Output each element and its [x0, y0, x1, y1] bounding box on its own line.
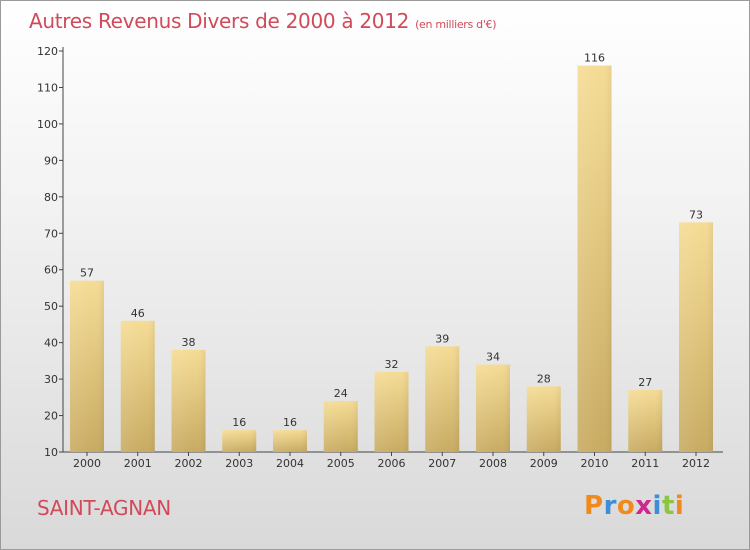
x-tick-label: 2008	[479, 457, 507, 470]
bar-shade	[70, 280, 104, 452]
data-label: 16	[283, 416, 297, 429]
data-label: 24	[334, 387, 348, 400]
value-labels: 57 46 38 16 16 24 32 39 34 28 116 27 73	[80, 52, 703, 430]
x-tick-label: 2001	[124, 457, 152, 470]
data-label: 116	[584, 52, 605, 65]
bar-shade	[526, 386, 561, 452]
x-tick-label: 2007	[428, 457, 456, 470]
data-label: 57	[80, 267, 94, 280]
y-tick-label: 90	[44, 154, 58, 167]
bar-chart: 10 20 30 40 50 60 70 80 90 100 110 120 2000 2001 2002 2…	[37, 45, 723, 470]
bar-shade	[577, 65, 612, 452]
bar-shade	[273, 430, 307, 452]
bar-shade	[171, 349, 206, 452]
y-tick-label: 80	[44, 191, 58, 204]
y-tick-label: 100	[37, 118, 58, 131]
y-tick-label: 10	[44, 446, 58, 459]
chart-title: Autres Revenus Divers de 2000 à 2012 (en …	[29, 9, 497, 33]
x-tick-label: 2012	[682, 457, 710, 470]
x-tick-label: 2004	[276, 457, 304, 470]
data-label: 34	[486, 351, 500, 364]
logo-letter: i	[674, 491, 685, 521]
data-label: 73	[689, 208, 703, 221]
data-label: 46	[131, 307, 145, 320]
x-tick-label: 2000	[73, 457, 101, 470]
bar-shade	[679, 222, 713, 452]
logo-letter: t	[661, 491, 675, 521]
y-tick-label: 40	[44, 337, 58, 350]
bar-shade	[628, 390, 663, 452]
bar-shade	[425, 346, 460, 452]
y-tick-label: 30	[44, 373, 58, 386]
x-tick-label: 2003	[225, 457, 253, 470]
logo-letter: x	[635, 491, 653, 521]
commune-name: SAINT-AGNAN	[37, 496, 171, 520]
data-label: 16	[232, 416, 246, 429]
y-tick-label: 50	[44, 300, 58, 313]
x-tick-label: 2009	[530, 457, 558, 470]
data-label: 28	[537, 372, 551, 385]
data-label: 32	[385, 358, 399, 371]
bar-shade	[476, 364, 510, 452]
x-tick-label: 2002	[175, 457, 203, 470]
y-tick-label: 120	[37, 45, 58, 58]
logo-letter: P	[584, 491, 604, 521]
y-tick-label: 20	[44, 410, 58, 423]
bar-shade	[222, 430, 257, 452]
proxiti-logo[interactable]: Proxiti	[584, 491, 684, 521]
logo-letter: i	[652, 491, 662, 521]
x-tick-label: 2005	[327, 457, 355, 470]
y-tick-label: 70	[44, 227, 58, 240]
logo-letter: r	[603, 491, 617, 521]
bar-shade	[374, 371, 409, 452]
axes: 10 20 30 40 50 60 70 80 90 100 110 120 2000 2001 2002 2…	[37, 45, 723, 470]
bar-shade	[323, 400, 358, 452]
bars	[70, 65, 713, 452]
x-tick-label: 2006	[378, 457, 406, 470]
logo-letter: o	[616, 491, 636, 521]
y-tick-label: 60	[44, 264, 58, 277]
bar-shade	[120, 320, 155, 452]
data-label: 38	[182, 336, 196, 349]
x-tick-label: 2011	[631, 457, 659, 470]
y-tick-label: 110	[37, 81, 58, 94]
data-label: 39	[435, 332, 449, 345]
x-tick-label: 2010	[581, 457, 609, 470]
chart-unit: (en milliers d'€)	[415, 18, 497, 31]
chart-title-text: Autres Revenus Divers de 2000 à 2012	[29, 9, 410, 33]
data-label: 27	[638, 376, 652, 389]
